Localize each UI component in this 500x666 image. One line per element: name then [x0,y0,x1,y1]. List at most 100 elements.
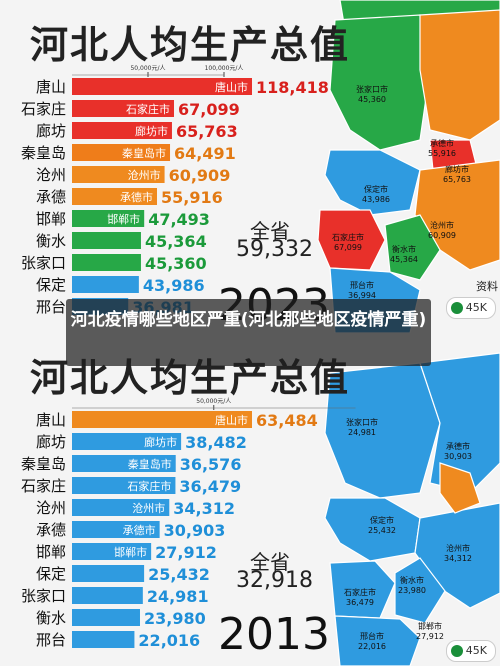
category-label: 廊坊 [36,433,66,451]
bar-inside-label: 石家庄市 [127,479,171,493]
bar-inside-label: 承德市 [123,523,156,537]
bar-inside-label: 沧州市 [128,168,161,182]
bar [72,587,143,604]
bar [72,411,252,428]
bar [72,254,141,271]
scale-tick-label: 50,000元/人 [196,398,231,405]
map-region-name: 石家庄市 [332,232,364,242]
gauge-icon [450,645,463,657]
data-label: 36,479 [179,477,241,496]
map-region-value: 65,763 [443,175,471,184]
bar [72,477,176,494]
category-label: 衡水 [36,232,66,250]
gauge-value: 45K [465,644,487,657]
category-label: 张家口 [21,587,66,605]
bar-inside-label: 秦皇岛市 [122,146,166,160]
data-label: 24,981 [147,587,209,606]
category-label: 石家庄 [21,100,66,118]
data-label: 55,916 [161,188,223,207]
map-region-value: 43,986 [362,195,390,204]
bar [72,232,141,249]
gauge-icon [450,302,463,314]
data-label: 38,482 [185,433,247,452]
bar-inside-label: 唐山市 [215,413,248,427]
category-label: 保定 [36,565,66,583]
data-label: 23,980 [144,609,206,628]
map-region-name: 邢台市 [350,280,374,290]
map-region-value: 36,994 [348,291,376,300]
data-label: 30,903 [164,521,226,540]
map-region-name: 石家庄市 [344,587,376,597]
bar-chart-2023: 50,000元/人 100,000元/人唐山 唐山市 118,418 石家庄 石家庄市 67… [21,65,329,317]
bar-inside-label: 承德市 [120,190,153,204]
category-label: 沧州 [36,499,66,517]
category-label: 石家庄 [21,477,66,495]
region-tangshan [439,462,481,514]
region-baoding [324,497,421,562]
category-label: 张家口 [21,254,66,272]
bar-inside-label: 廊坊市 [135,124,168,138]
total-label: 全省 [250,219,290,243]
bar [72,144,171,161]
map-region-name: 沧州市 [430,220,454,230]
total-label: 全省 [250,550,290,574]
category-label: 唐山 [36,411,66,429]
category-label: 沧州 [36,166,66,184]
caption-overlay: 河北疫情哪些地区严重(河北那些地区疫情严重) [66,299,431,366]
data-label: 34,312 [173,499,235,518]
category-label: 秦皇岛 [21,455,66,473]
data-label: 22,016 [138,631,200,650]
bar-chart-2013: 50,000元/人唐山 唐山市 63,484 廊坊 廊坊市 38,482 秦皇岛 秦皇岛市 36… [21,398,356,650]
map-region-value: 34,312 [444,554,472,563]
map-region-name: 邢台市 [360,631,384,641]
data-label: 47,493 [148,210,210,229]
category-label: 邢台 [36,298,66,316]
bar [72,499,170,516]
category-label: 邯郸 [36,543,66,561]
map-region-value: 25,432 [368,526,396,535]
map-region-name: 沧州市 [446,543,470,553]
data-label: 45,364 [145,232,207,251]
map-region-value: 36,479 [346,598,374,607]
map-region-name: 保定市 [370,515,394,525]
region-shijiazhuang [317,209,386,271]
data-label: 60,909 [169,166,231,185]
chart-title: 河北人均生产总值 [30,22,351,67]
map-region-value: 55,916 [428,149,456,158]
map-region-value: 45,360 [358,95,386,104]
map-region-value: 60,909 [428,231,456,240]
data-label: 45,360 [145,254,207,273]
bar [72,609,140,626]
bar-inside-label: 邯郸市 [107,212,140,226]
bar [72,188,157,205]
source-label: 资料 [476,280,498,293]
scale-tick-label: 100,000元/人 [205,65,244,72]
total-value: 32,918 [236,568,313,593]
region-baoding [324,149,421,216]
map-region-name: 承德市 [430,138,454,148]
bar-inside-label: 石家庄市 [126,102,170,116]
bar [72,455,176,472]
map-region-value: 24,981 [348,428,376,437]
data-label: 118,418 [256,78,329,97]
data-label: 27,912 [155,543,217,562]
map-region-name: 衡水市 [400,575,424,585]
bar-inside-label: 秦皇岛市 [128,457,172,471]
map-region-value: 27,912 [416,632,444,641]
map-region-value: 30,903 [444,452,472,461]
bar [72,122,172,139]
bar [72,565,145,582]
data-label: 25,432 [148,565,210,584]
bar [72,78,252,95]
category-label: 邯郸 [36,210,66,228]
map-region-value: 22,016 [358,642,386,651]
data-label: 65,763 [176,122,238,141]
bar-inside-label: 廊坊市 [144,435,177,449]
region-xingtai [334,615,421,666]
bar [72,100,174,117]
category-label: 唐山 [36,78,66,96]
category-label: 承德 [36,521,66,539]
data-label: 67,099 [178,100,240,119]
bar [72,210,145,227]
